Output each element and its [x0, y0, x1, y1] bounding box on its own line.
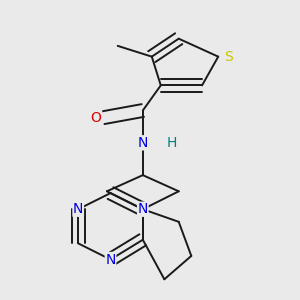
- Text: O: O: [91, 111, 102, 125]
- Text: N: N: [138, 136, 148, 150]
- Text: S: S: [225, 50, 233, 64]
- Text: N: N: [73, 202, 83, 216]
- Text: N: N: [105, 253, 116, 266]
- Text: H: H: [167, 136, 177, 150]
- Text: N: N: [138, 202, 148, 216]
